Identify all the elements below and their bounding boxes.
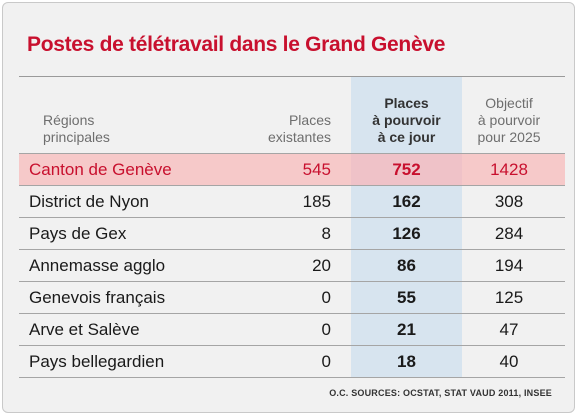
cell-region: District de Nyon: [29, 192, 149, 211]
cell-goal: 1428: [490, 160, 528, 179]
title-divider: [19, 76, 565, 77]
table-row: District de Nyon 185 162 308: [19, 186, 565, 218]
cell-existing: 545: [302, 160, 331, 179]
chart-title: Postes de télétravail dans le Grand Genè…: [27, 33, 446, 56]
cell-goal: 194: [494, 256, 524, 275]
table-row: Pays bellegardien 0 18 40: [19, 346, 565, 378]
cell-region: Canton de Genève: [29, 160, 172, 179]
cell-goal: 284: [494, 224, 524, 243]
header-goal-line-3: pour 2025: [477, 129, 541, 145]
cell-existing: 8: [321, 224, 331, 243]
cell-open: 86: [397, 256, 416, 275]
header-existing: Places existantes: [243, 112, 331, 146]
table-row: Genevois français 0 55 125: [19, 282, 565, 314]
cell-goal: 308: [494, 192, 524, 211]
highlighted-column-band: [351, 77, 462, 377]
cell-existing: 0: [321, 288, 331, 307]
cell-region: Arve et Salève: [29, 320, 140, 339]
cell-goal: 40: [499, 352, 519, 371]
cell-goal: 125: [494, 288, 524, 307]
header-goal: Objectif à pourvoir pour 2025: [465, 95, 553, 146]
table-row: Pays de Gex 8 126 284: [19, 218, 565, 250]
cell-open: 162: [392, 192, 421, 211]
header-regions-line-2: principales: [43, 129, 110, 145]
header-regions-line-1: Régions: [43, 112, 95, 128]
header-open-line-2: à pourvoir: [372, 112, 441, 128]
table-row: Canton de Genève 545 752 1428: [19, 153, 565, 186]
source-note: O.C. SOURCES: OCSTAT, STAT VAUD 2011, IN…: [329, 388, 552, 398]
infographic-card: Postes de télétravail dans le Grand Genè…: [2, 2, 575, 413]
cell-existing: 185: [302, 192, 331, 211]
cell-open: 55: [397, 288, 416, 307]
table-row: Arve et Salève 0 21 47: [19, 314, 565, 346]
table-row: Annemasse agglo 20 86 194: [19, 250, 565, 282]
header-goal-line-2: à pourvoir: [477, 112, 541, 128]
cell-existing: 20: [312, 256, 331, 275]
header-existing-line-1: Places: [288, 112, 331, 128]
cell-existing: 0: [321, 352, 331, 371]
header-existing-line-2: existantes: [267, 129, 331, 145]
header-open-line-3: à ce jour: [377, 129, 436, 145]
table-body: Canton de Genève 545 752 1428 District d…: [19, 153, 565, 378]
header-regions: Régions principales: [43, 112, 110, 146]
cell-goal: 47: [499, 320, 519, 339]
header-goal-line-1: Objectif: [485, 95, 533, 111]
header-open: Places à pourvoir à ce jour: [351, 95, 462, 146]
cell-open: 126: [392, 224, 421, 243]
cell-existing: 0: [321, 320, 331, 339]
cell-region: Pays de Gex: [29, 224, 127, 243]
cell-region: Pays bellegardien: [29, 352, 165, 371]
cell-region: Annemasse agglo: [29, 256, 166, 275]
header-open-line-1: Places: [384, 95, 429, 111]
cell-region: Genevois français: [29, 288, 166, 307]
cell-open: 18: [397, 352, 416, 371]
cell-open: 752: [351, 154, 462, 185]
cell-open: 21: [397, 320, 416, 339]
